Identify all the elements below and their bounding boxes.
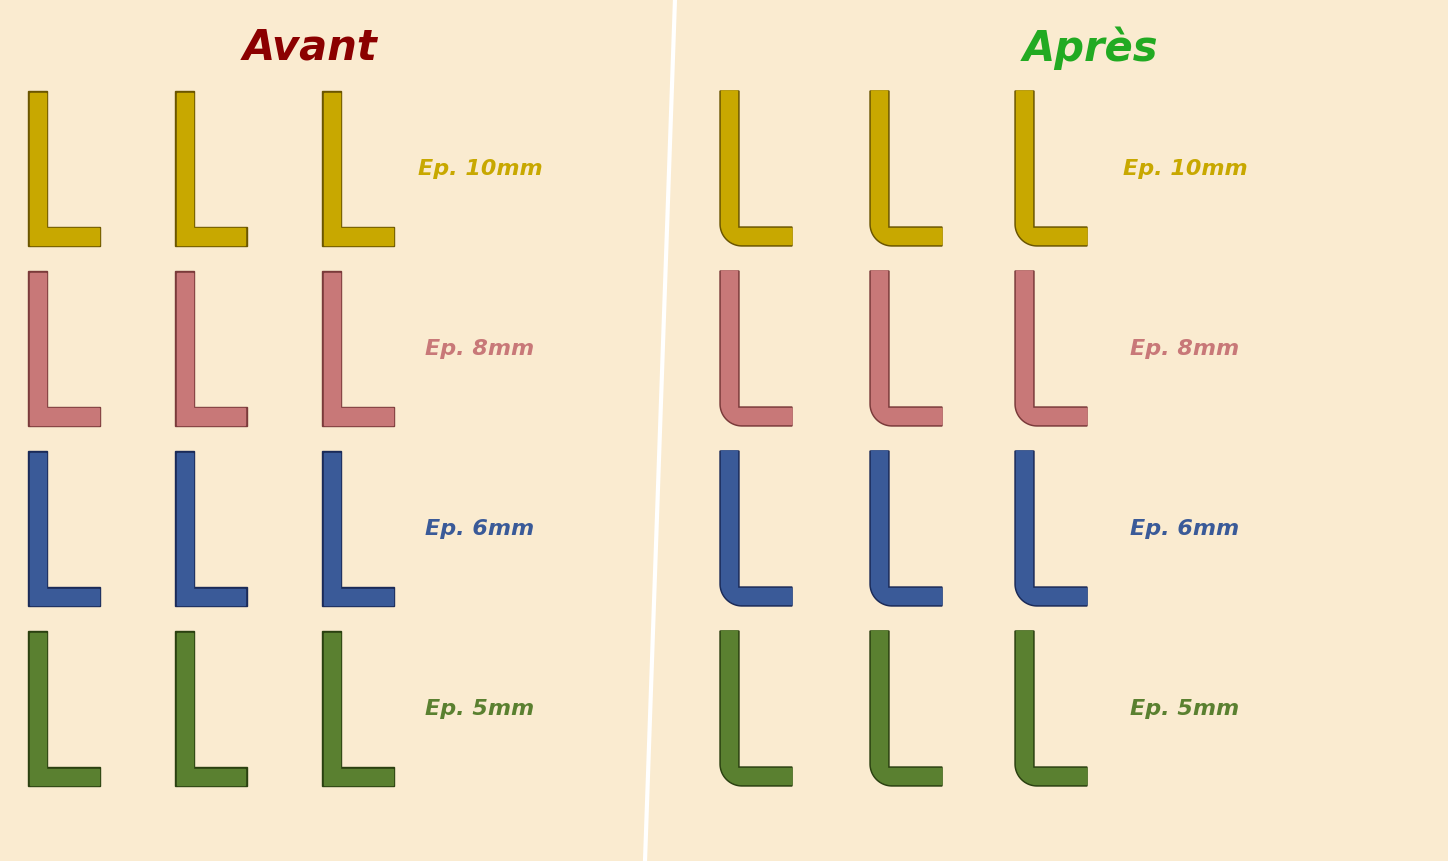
Text: Ep. 5mm: Ep. 5mm: [1131, 698, 1239, 719]
Polygon shape: [872, 272, 943, 425]
Polygon shape: [321, 92, 394, 247]
Polygon shape: [175, 272, 248, 426]
Polygon shape: [29, 93, 98, 245]
Text: Ep. 10mm: Ep. 10mm: [1122, 159, 1247, 179]
Polygon shape: [29, 453, 98, 604]
Polygon shape: [321, 272, 394, 426]
Polygon shape: [175, 92, 248, 247]
Polygon shape: [29, 273, 98, 425]
Polygon shape: [323, 93, 392, 245]
Polygon shape: [323, 633, 392, 784]
Polygon shape: [175, 451, 248, 606]
Polygon shape: [1015, 451, 1087, 606]
Polygon shape: [177, 273, 246, 425]
Polygon shape: [872, 92, 943, 245]
Polygon shape: [177, 633, 246, 784]
Polygon shape: [1015, 631, 1087, 786]
Polygon shape: [29, 633, 98, 784]
Polygon shape: [720, 451, 792, 606]
Polygon shape: [28, 451, 100, 606]
Text: Ep. 8mm: Ep. 8mm: [1131, 339, 1239, 359]
Polygon shape: [175, 631, 248, 786]
Polygon shape: [1015, 272, 1087, 426]
Text: Ep. 5mm: Ep. 5mm: [426, 698, 534, 719]
Polygon shape: [323, 273, 392, 425]
Polygon shape: [870, 631, 943, 786]
Polygon shape: [177, 93, 246, 245]
Polygon shape: [321, 631, 394, 786]
Polygon shape: [28, 92, 100, 247]
Polygon shape: [1016, 631, 1087, 784]
Polygon shape: [28, 631, 100, 786]
Polygon shape: [721, 631, 792, 784]
Polygon shape: [872, 451, 943, 604]
Polygon shape: [1016, 92, 1087, 245]
Polygon shape: [177, 453, 246, 604]
Text: Ep. 6mm: Ep. 6mm: [426, 519, 534, 539]
Polygon shape: [721, 451, 792, 604]
Polygon shape: [870, 92, 943, 247]
Polygon shape: [872, 631, 943, 784]
Text: Après: Après: [1022, 27, 1158, 71]
Polygon shape: [1016, 451, 1087, 604]
Polygon shape: [28, 272, 100, 426]
Polygon shape: [870, 272, 943, 426]
Polygon shape: [1015, 92, 1087, 247]
Polygon shape: [721, 92, 792, 245]
Text: Ep. 8mm: Ep. 8mm: [426, 339, 534, 359]
Polygon shape: [321, 451, 394, 606]
Polygon shape: [720, 92, 792, 247]
Polygon shape: [721, 272, 792, 425]
Polygon shape: [323, 453, 392, 604]
Text: Ep. 10mm: Ep. 10mm: [417, 159, 543, 179]
Polygon shape: [870, 451, 943, 606]
Polygon shape: [720, 631, 792, 786]
Text: Avant: Avant: [243, 27, 378, 69]
Polygon shape: [720, 272, 792, 426]
Text: Ep. 6mm: Ep. 6mm: [1131, 519, 1239, 539]
Polygon shape: [1016, 272, 1087, 425]
